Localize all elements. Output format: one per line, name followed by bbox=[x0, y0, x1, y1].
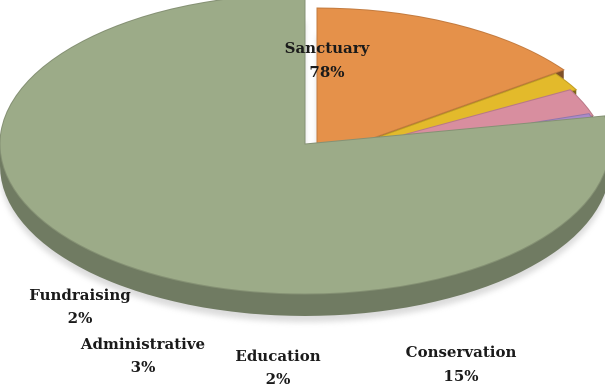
label-conservation-name: Conservation bbox=[406, 343, 517, 361]
label-education-value: 2% bbox=[266, 370, 291, 387]
label-sanctuary-value: 78% bbox=[309, 63, 344, 81]
label-fundraising-value: 2% bbox=[68, 309, 93, 327]
label-education-name: Education bbox=[235, 347, 320, 365]
label-sanctuary-name: Sanctuary bbox=[285, 39, 371, 57]
label-administrative-value: 3% bbox=[131, 358, 156, 376]
slice-conservation bbox=[316, 7, 565, 159]
label-conservation-value: 15% bbox=[443, 367, 478, 385]
label-administrative-name: Administrative bbox=[80, 335, 205, 353]
label-fundraising-name: Fundraising bbox=[29, 286, 131, 304]
slice-sanctuary bbox=[0, 0, 605, 295]
